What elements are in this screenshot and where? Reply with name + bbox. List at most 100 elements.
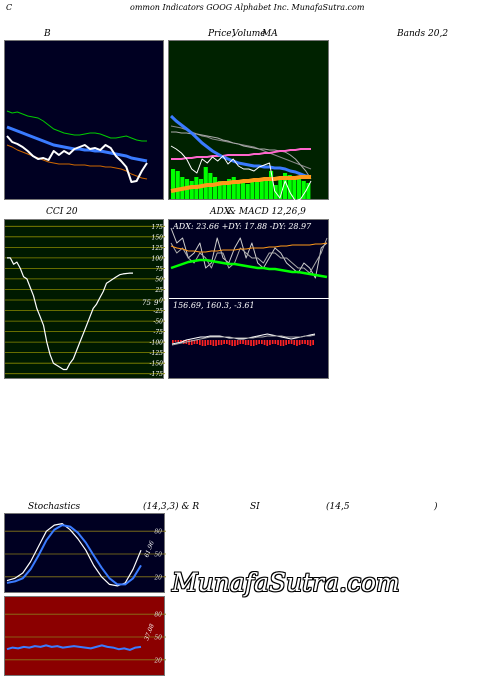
macd-histogram-bar xyxy=(217,340,220,345)
label-rsi-params: (14,5 xyxy=(326,502,350,512)
macd-histogram-bar xyxy=(231,340,234,346)
macd-histogram-bar xyxy=(301,340,304,344)
macd-histogram-bar xyxy=(199,340,201,345)
macd-histogram-bar xyxy=(209,340,212,345)
macd-histogram-bar xyxy=(269,340,271,345)
macd-readout: 156.69, 160.3, -3.61 xyxy=(173,301,255,310)
stoch-tick-label: 80 xyxy=(154,529,162,536)
volume-bar xyxy=(255,181,260,199)
cci-tick-label: -25 xyxy=(153,308,163,315)
macd-histogram-bar xyxy=(226,340,228,344)
macd-histogram-bar xyxy=(196,340,198,344)
label-ma: MA xyxy=(262,29,278,39)
rsi-tick-label: 80 xyxy=(154,612,162,619)
page-title: ommon Indicators GOOG Alphabet Inc. Muna… xyxy=(130,3,365,12)
macd-histogram-bar xyxy=(239,340,242,344)
macd-histogram-bar xyxy=(306,340,309,345)
macd-histogram-bar xyxy=(266,340,269,346)
volume-bar xyxy=(297,177,302,199)
label-cci: CCI 20 xyxy=(46,207,78,217)
label-b: B xyxy=(44,29,51,39)
cci-tick-label: 0 xyxy=(159,298,163,305)
bb-upper-line xyxy=(6,110,147,142)
macd-histogram-bar xyxy=(172,340,174,343)
cci-tick-label: -100 xyxy=(150,340,164,347)
volume-bar xyxy=(227,179,232,199)
volume-bar xyxy=(222,183,227,199)
volume-bar xyxy=(259,179,264,199)
cci-annotation: 9 xyxy=(154,299,159,307)
volume-bar xyxy=(203,167,208,199)
pv-price_white-line xyxy=(170,145,312,201)
bb-price-line xyxy=(6,135,148,183)
volume-bar xyxy=(287,175,292,199)
pv-ma_orange-line xyxy=(170,175,311,193)
macd-histogram-bar xyxy=(263,340,266,345)
macd-histogram-bar xyxy=(242,340,244,344)
macd-histogram-bar xyxy=(182,340,185,344)
cci-tick-label: -75 xyxy=(153,329,163,336)
macd-histogram-bar xyxy=(223,340,225,344)
volume-bar xyxy=(306,183,311,199)
macd-histogram-bar xyxy=(285,340,287,345)
header-c: C xyxy=(6,3,13,12)
label-volume: Volume xyxy=(232,29,266,39)
label-stoch-params: (14,3,3) & R xyxy=(143,502,200,512)
volume-bar xyxy=(199,179,204,199)
macd-histogram-bar xyxy=(174,340,177,342)
volume-bar xyxy=(241,181,246,199)
macd-histogram-bar xyxy=(188,340,190,345)
cci-tick-label: -50 xyxy=(153,319,163,326)
macd-histogram-bar xyxy=(220,340,223,345)
macd-histogram-bar xyxy=(277,340,279,345)
volume-bar xyxy=(292,179,297,199)
stochastics-panel: 80 50 20 61.96 xyxy=(4,513,166,593)
macd-histogram-bar xyxy=(271,340,274,344)
macd-histogram-bar xyxy=(261,340,263,344)
macd-histogram-bar xyxy=(296,340,298,346)
macd-histogram-bar xyxy=(204,340,207,346)
volume-bar xyxy=(283,173,288,199)
macd-histogram-bar xyxy=(298,340,301,345)
rsi-tick-label: 50 xyxy=(154,635,162,642)
rsi-rsi-line xyxy=(6,644,142,651)
macd-histogram-bar xyxy=(215,340,217,346)
adx-green-line xyxy=(170,258,328,279)
volume-bar xyxy=(264,177,269,199)
stoch-d-line xyxy=(6,524,142,586)
macd-signal-line xyxy=(171,334,316,346)
cci-tick-label: 50 xyxy=(155,276,163,283)
macd-histogram-bar xyxy=(255,340,258,345)
macd-histogram-bar xyxy=(228,340,231,345)
cci-tick-label: -125 xyxy=(150,350,164,357)
adx-minus_dy-line xyxy=(170,237,328,274)
label-paren: ) xyxy=(434,502,438,512)
macd-histogram-bar xyxy=(309,340,312,346)
stoch-tick-label: 50 xyxy=(154,552,162,559)
macd-histogram-bar xyxy=(304,340,306,344)
cci-tick-label: 125 xyxy=(152,245,164,252)
price-volume-panel xyxy=(168,40,329,201)
label-stochastics: Stochastics xyxy=(28,502,81,512)
volume-bar xyxy=(245,184,250,199)
adx-adx-line xyxy=(170,242,328,253)
macd-histogram-bar xyxy=(274,340,277,344)
macd-histogram-bar xyxy=(193,340,196,344)
macd-histogram-bar xyxy=(252,340,255,346)
macd-macd-line xyxy=(171,333,316,345)
brand-watermark: MunafaSutra.com xyxy=(172,568,400,597)
cci-tick-label: 175 xyxy=(152,224,164,231)
label-macd: & MACD 12,26,9 xyxy=(228,207,306,217)
macd-histogram-bar xyxy=(247,340,250,345)
macd-histogram-bar xyxy=(190,340,193,345)
adx-plus_dy-line xyxy=(170,227,328,279)
label-bands: Bands 20,2 xyxy=(397,29,449,39)
cci-panel: 175 150 125 100 75 50 25 0 -25 -50 -75 -100 -125 -150… xyxy=(4,219,165,379)
macd-histogram-bar xyxy=(244,340,247,345)
label-price: Price, xyxy=(208,29,235,39)
macd-histogram-bar xyxy=(312,340,314,345)
macd-histogram-bar xyxy=(234,340,236,346)
stoch-k-line xyxy=(6,523,142,587)
macd-histogram-bar xyxy=(290,340,293,344)
macd-histogram-bar xyxy=(258,340,260,344)
